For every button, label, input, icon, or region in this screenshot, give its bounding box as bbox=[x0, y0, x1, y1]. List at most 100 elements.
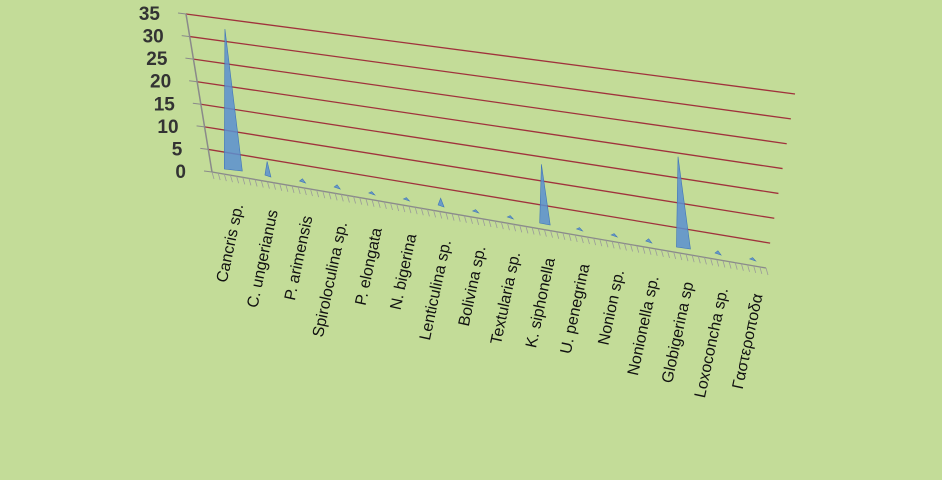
x-minor-tick bbox=[217, 172, 221, 181]
x-minor-tick bbox=[236, 176, 240, 184]
x-minor-tick bbox=[697, 256, 701, 264]
x-minor-tick bbox=[667, 250, 670, 259]
x-minor-tick bbox=[316, 190, 320, 198]
x-minor-tick bbox=[617, 242, 621, 250]
y-tick-label: 35 bbox=[139, 4, 161, 25]
data-spike bbox=[714, 250, 722, 256]
x-tick-label: Nonion sp. bbox=[596, 268, 629, 346]
axes bbox=[177, 12, 769, 276]
x-minor-tick bbox=[445, 212, 449, 220]
gridline bbox=[189, 35, 791, 120]
y-tick-label: 20 bbox=[150, 72, 171, 93]
y-tick-mark bbox=[192, 102, 201, 105]
x-tick-label: Loxoconcha sp. bbox=[692, 286, 732, 399]
x-minor-tick bbox=[420, 208, 424, 216]
x-tick-label: Spiroloculina sp. bbox=[310, 220, 351, 338]
x-minor-tick bbox=[340, 194, 344, 202]
data-spike bbox=[575, 227, 584, 232]
x-minor-tick bbox=[722, 260, 726, 268]
x-minor-tick bbox=[476, 217, 480, 225]
x-minor-tick bbox=[710, 258, 713, 266]
y-tick-mark bbox=[177, 12, 187, 15]
x-minor-tick bbox=[519, 225, 523, 233]
data-spike bbox=[539, 164, 551, 226]
data-spike bbox=[676, 156, 691, 250]
x-tick-label: Γαστεροποδα bbox=[730, 292, 767, 390]
x-minor-tick bbox=[580, 235, 584, 244]
x-minor-tick bbox=[734, 262, 738, 270]
y-tick-mark bbox=[181, 35, 190, 38]
x-minor-tick bbox=[488, 219, 492, 228]
x-tick-label: Textularia sp. bbox=[488, 250, 524, 346]
x-tick-label: C. ungerianus bbox=[245, 208, 282, 309]
x-minor-tick bbox=[371, 199, 375, 207]
x-minor-tick bbox=[285, 184, 289, 192]
x-minor-tick bbox=[457, 214, 461, 222]
y-tick-label: 0 bbox=[175, 162, 186, 183]
x-minor-tick bbox=[328, 192, 332, 200]
x-minor-tick bbox=[568, 233, 572, 241]
gridline bbox=[193, 58, 787, 145]
x-minor-tick bbox=[759, 266, 763, 275]
x-minor-tick bbox=[248, 178, 252, 186]
y-tick-label: 25 bbox=[146, 49, 168, 70]
y-tick-label: 10 bbox=[157, 117, 178, 138]
x-minor-tick bbox=[365, 198, 369, 206]
x-minor-tick bbox=[716, 259, 720, 267]
x-tick-label: Cancris sp. bbox=[214, 202, 247, 284]
gridline bbox=[185, 13, 796, 95]
x-minor-tick bbox=[396, 203, 400, 212]
x-minor-tick bbox=[334, 193, 338, 201]
x-minor-tick bbox=[753, 265, 757, 273]
y-tick-label: 30 bbox=[143, 27, 164, 48]
x-minor-tick bbox=[439, 211, 443, 219]
x-minor-tick bbox=[630, 244, 633, 252]
x-minor-tick bbox=[383, 201, 387, 209]
x-minor-tick bbox=[322, 191, 326, 199]
x-minor-tick bbox=[470, 216, 473, 224]
x-minor-tick bbox=[494, 220, 498, 229]
gridline bbox=[200, 103, 779, 195]
x-minor-tick bbox=[704, 257, 707, 265]
x-minor-tick bbox=[660, 249, 664, 257]
x-tick-label: N. bigerina bbox=[388, 232, 421, 311]
x-minor-tick bbox=[279, 183, 283, 191]
data-spike bbox=[748, 257, 757, 262]
x-minor-tick bbox=[402, 204, 406, 213]
y-tick-mark bbox=[189, 80, 198, 83]
x-minor-tick bbox=[230, 175, 233, 183]
data-spike bbox=[506, 215, 515, 220]
data-spike bbox=[610, 233, 619, 238]
x-minor-tick bbox=[642, 246, 646, 254]
x-minor-tick bbox=[654, 248, 658, 256]
x-minor-tick bbox=[353, 196, 356, 204]
x-minor-tick bbox=[223, 174, 227, 182]
x-minor-tick bbox=[377, 200, 381, 208]
data-spike bbox=[224, 29, 243, 172]
series-area bbox=[224, 29, 757, 262]
x-minor-tick bbox=[427, 209, 430, 217]
x-tick-label: Lenticulina sp. bbox=[417, 238, 455, 342]
x-minor-tick bbox=[531, 227, 535, 235]
data-spike bbox=[645, 238, 653, 244]
x-minor-tick bbox=[636, 245, 640, 253]
y-tick-mark bbox=[203, 170, 213, 173]
x-minor-tick bbox=[359, 197, 363, 205]
gridline bbox=[197, 81, 783, 170]
x-tick-label: Bolivina sp. bbox=[456, 244, 490, 328]
x-minor-tick bbox=[451, 213, 455, 221]
x-minor-tick bbox=[482, 218, 486, 227]
x-minor-tick bbox=[740, 263, 744, 271]
x-minor-tick bbox=[310, 188, 313, 197]
x-minor-tick bbox=[562, 232, 566, 240]
x-minor-tick bbox=[303, 187, 307, 196]
x-minor-tick bbox=[679, 252, 683, 261]
x-minor-tick bbox=[211, 171, 215, 180]
x-minor-tick bbox=[463, 215, 467, 223]
x-minor-tick bbox=[587, 236, 590, 245]
gridlines bbox=[185, 13, 796, 269]
x-minor-tick bbox=[513, 224, 517, 232]
x-minor-tick bbox=[550, 230, 553, 238]
